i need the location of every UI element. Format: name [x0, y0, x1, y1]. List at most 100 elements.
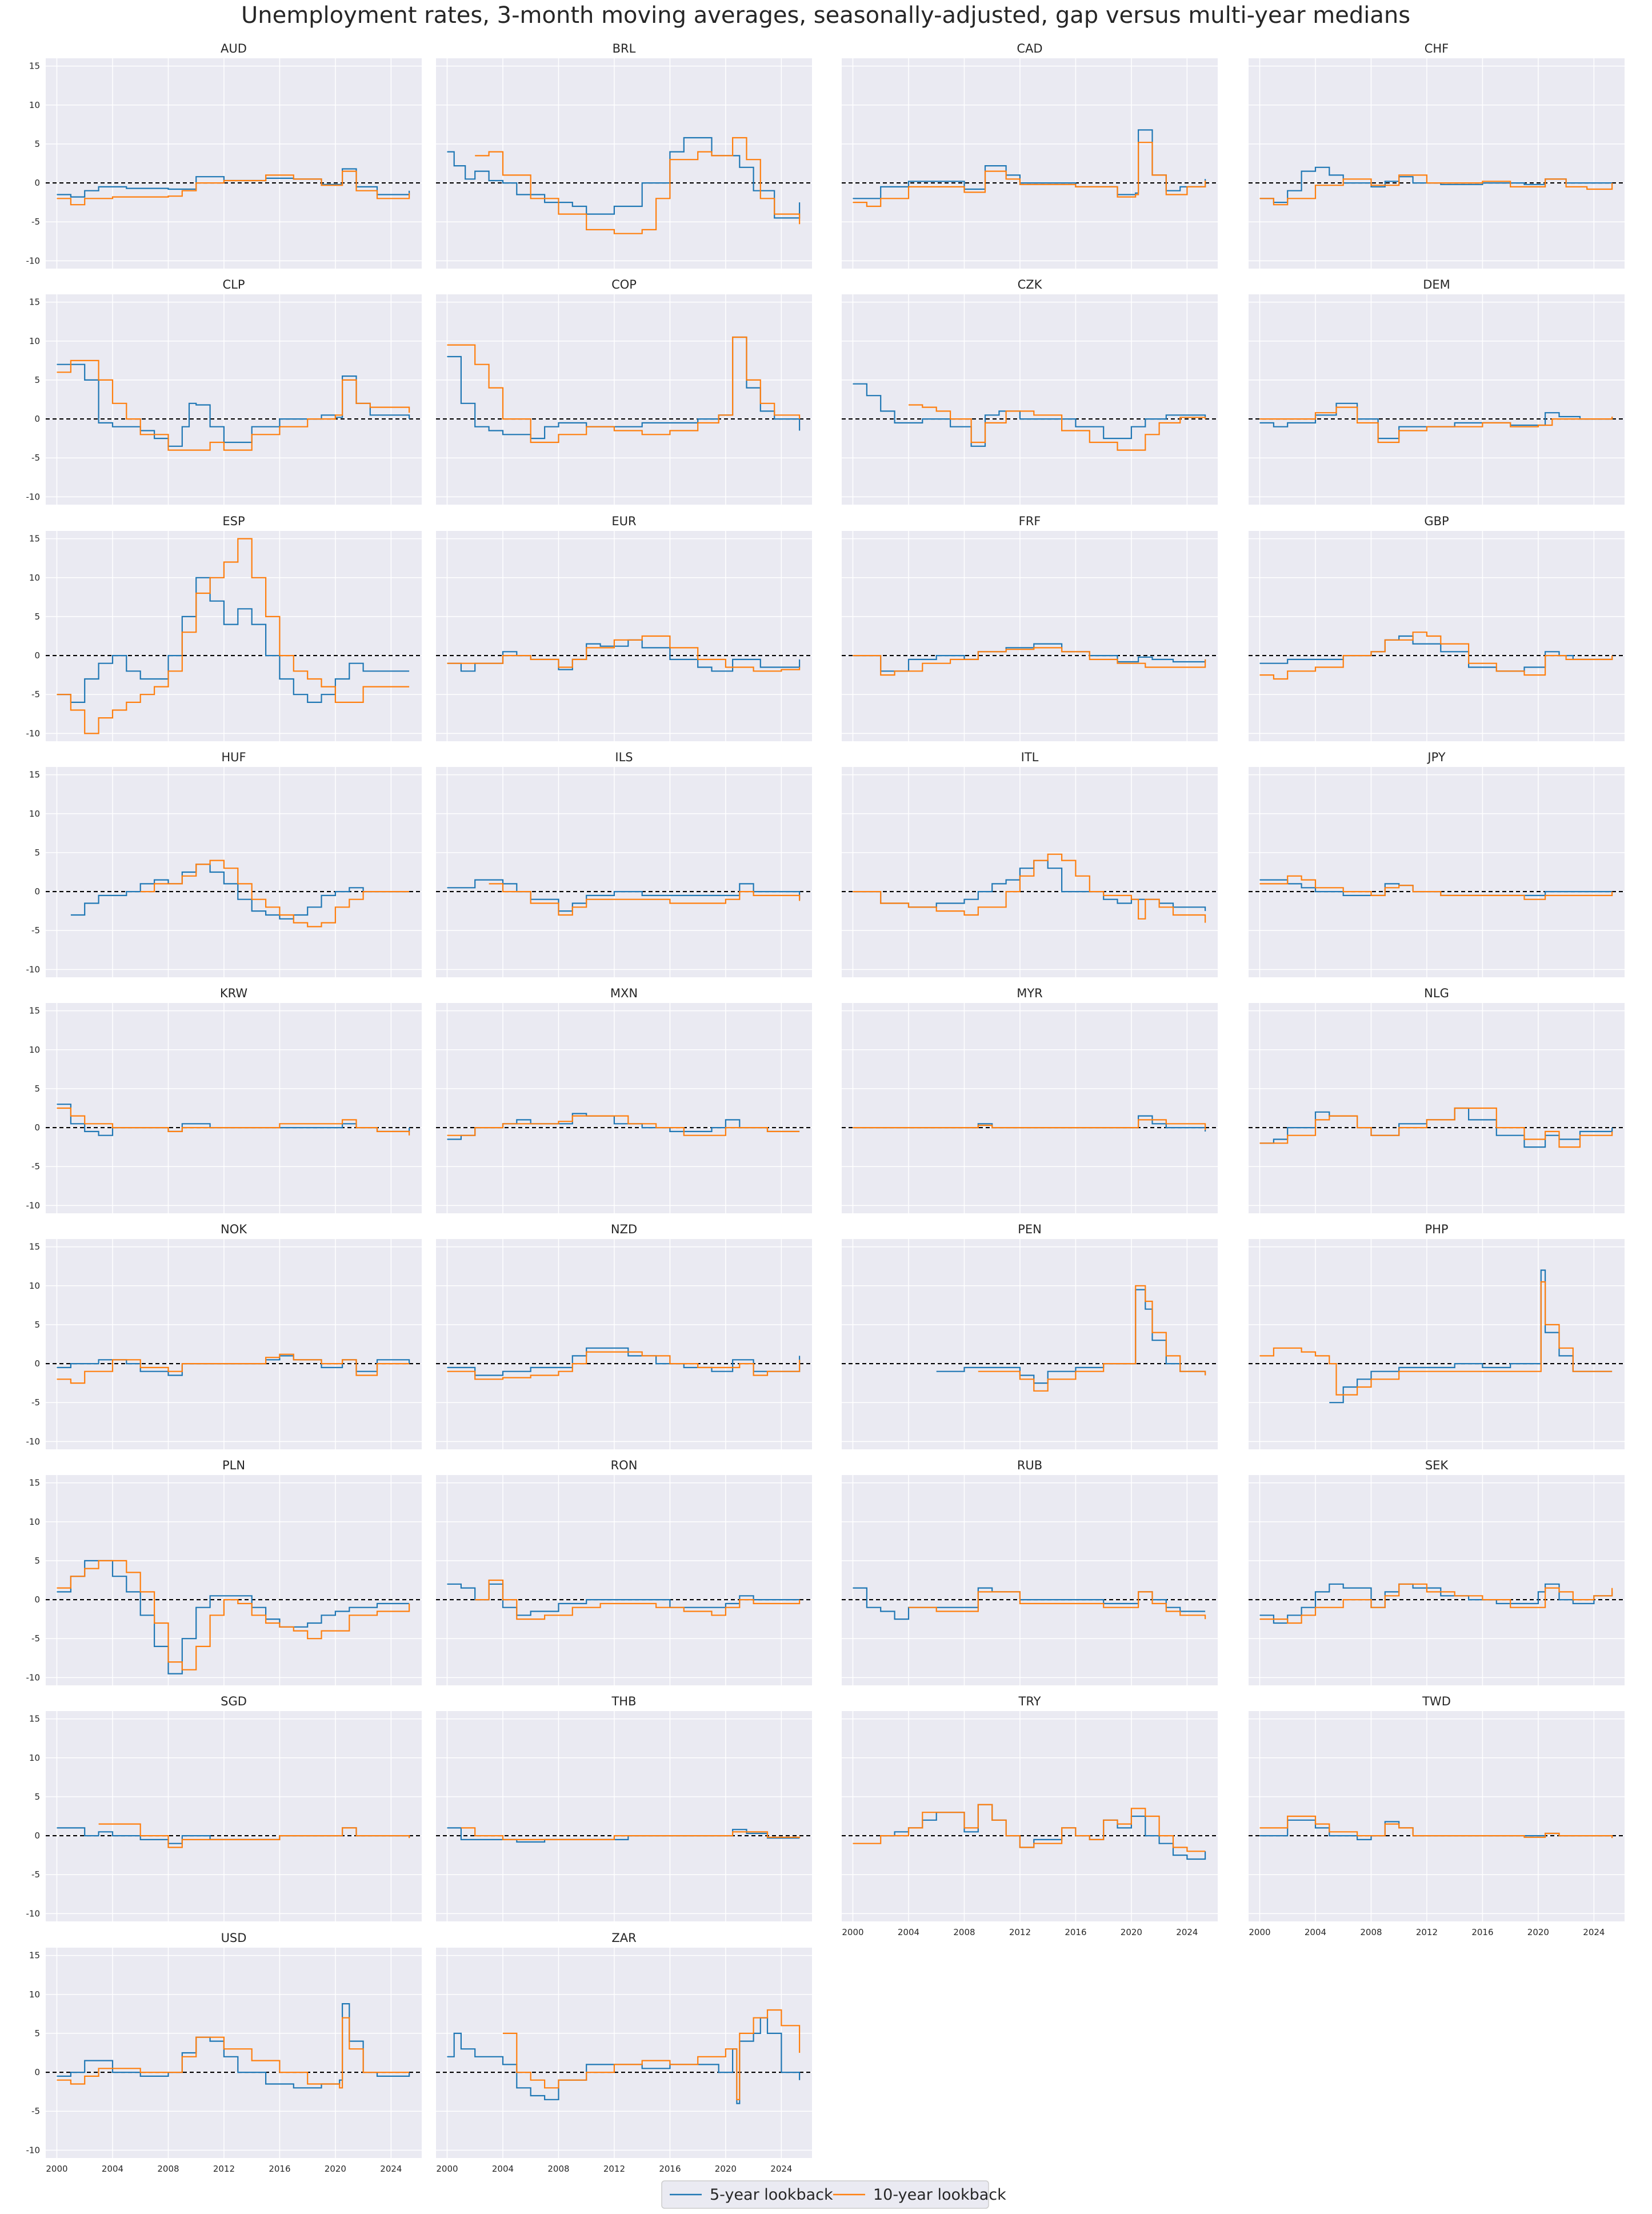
panel-title: THB — [611, 1695, 636, 1708]
x-tick-label: 2024 — [1583, 1927, 1605, 1937]
y-tick-label: -5 — [31, 1633, 40, 1644]
panel-title: KRW — [220, 986, 248, 1000]
x-tick-label: 2012 — [1009, 1927, 1031, 1937]
panel-title: USD — [221, 1931, 247, 1945]
y-tick-label: -5 — [31, 1869, 40, 1880]
panel-background — [1249, 294, 1625, 505]
x-tick-label: 2020 — [1121, 1927, 1142, 1937]
y-tick-label: 15 — [29, 297, 40, 307]
panel-background — [46, 1239, 422, 1449]
panel-title: RON — [611, 1458, 638, 1472]
panel-pen: PEN — [842, 1222, 1218, 1449]
y-tick-label: -10 — [26, 728, 41, 738]
x-tick-label: 2000 — [436, 2164, 458, 2174]
series-line-10y — [1259, 632, 1613, 680]
panel-title: ESP — [222, 514, 245, 528]
series-line-10y — [447, 635, 801, 672]
legend: 5-year lookback 10-year lookback — [661, 2180, 1006, 2209]
series-line-10y — [140, 860, 410, 928]
panel-nlg: NLG — [1249, 986, 1625, 1213]
panel-try: TRY 2000 2004 2008 2012 2016 2020 2024 — [842, 1695, 1218, 1937]
y-tick-label: -10 — [26, 491, 41, 502]
panel-background — [436, 531, 812, 741]
series-line-5y — [447, 639, 801, 672]
y-tick-label: 15 — [29, 1242, 40, 1252]
panels-container: AUD -10 -5 0 5 10 15 BRL CAD CHF CLP -10 -5 0 5 10 15 COP… — [26, 42, 1625, 2174]
y-tick-label: 15 — [29, 1006, 40, 1016]
panel-huf: HUF -10 -5 0 5 10 15 — [26, 750, 422, 977]
x-tick-label: 2004 — [492, 2164, 514, 2174]
panel-aud: AUD -10 -5 0 5 10 15 — [26, 42, 422, 269]
panel-title: NLG — [1424, 986, 1449, 1000]
panel-sek: SEK — [1249, 1458, 1625, 1685]
y-tick-label: 15 — [29, 1951, 40, 1961]
panel-background — [436, 58, 812, 269]
panel-title: CLP — [222, 278, 245, 291]
x-tick-label: 2008 — [157, 2164, 179, 2174]
series-line-10y — [1259, 1815, 1613, 1839]
series-line-10y — [57, 1353, 410, 1384]
panel-title: EUR — [611, 514, 636, 528]
y-tick-label: 5 — [34, 848, 40, 858]
panel-eur: EUR — [436, 514, 812, 741]
panel-cop: COP — [436, 278, 812, 505]
y-tick-label: 10 — [29, 1045, 40, 1055]
series-line-10y — [475, 137, 801, 234]
x-tick-label: 2024 — [770, 2164, 792, 2174]
y-tick-label: 15 — [29, 1714, 40, 1724]
x-tick-label: 2020 — [325, 2164, 346, 2174]
panel-background — [46, 1711, 422, 1921]
series-line-10y — [853, 1804, 1206, 1852]
y-tick-label: -5 — [31, 2106, 40, 2116]
panel-zar: ZAR 2000 2004 2008 2012 2016 2020 2024 — [436, 1931, 812, 2174]
panel-background — [842, 1003, 1218, 1213]
series-line-10y — [853, 142, 1206, 207]
panel-title: RUB — [1017, 1458, 1042, 1472]
panel-mxn: MXN — [436, 986, 812, 1213]
y-tick-label: -5 — [31, 925, 40, 936]
series-line-5y — [881, 1804, 1206, 1860]
panel-cad: CAD — [842, 42, 1218, 269]
panel-title: ITL — [1021, 750, 1039, 764]
series-line-10y — [57, 170, 410, 206]
panel-background — [842, 1239, 1218, 1449]
panel-twd: TWD 2000 2004 2008 2012 2016 2020 2024 — [1249, 1695, 1625, 1937]
y-tick-label: 10 — [29, 1281, 40, 1291]
y-tick-label: 15 — [29, 770, 40, 780]
panel-background — [436, 294, 812, 505]
panel-pln: PLN -10 -5 0 5 10 15 — [26, 1458, 422, 1685]
y-tick-label: -10 — [26, 2145, 41, 2155]
series-line-10y — [461, 1827, 801, 1840]
panel-nok: NOK -10 -5 0 5 10 15 — [26, 1222, 422, 1449]
series-line-10y — [447, 1351, 801, 1380]
x-tick-label: 2000 — [1249, 1927, 1270, 1937]
panel-background — [436, 1948, 812, 2158]
panel-title: NZD — [611, 1222, 637, 1236]
y-tick-label: 5 — [34, 1556, 40, 1566]
panel-title: COP — [611, 278, 637, 291]
panel-krw: KRW -10 -5 0 5 10 15 — [26, 986, 422, 1213]
series-line-10y — [57, 359, 410, 451]
y-tick-label: 5 — [34, 375, 40, 385]
panel-title: HUF — [221, 750, 246, 764]
panel-title: ZAR — [611, 1931, 636, 1945]
x-tick-label: 2016 — [659, 2164, 681, 2174]
series-line-10y — [853, 1119, 1206, 1130]
y-tick-label: -5 — [31, 217, 40, 227]
panel-background — [436, 767, 812, 977]
y-tick-label: 5 — [34, 612, 40, 622]
panel-title: GBP — [1424, 514, 1449, 528]
panel-background — [46, 1003, 422, 1213]
series-line-10y — [1259, 1281, 1613, 1396]
y-tick-label: 0 — [34, 650, 40, 661]
x-tick-label: 2012 — [1416, 1927, 1438, 1937]
series-line-10y — [447, 336, 801, 443]
x-tick-label: 2024 — [380, 2164, 402, 2174]
figure-title: Unemployment rates, 3-month moving avera… — [241, 2, 1410, 29]
x-tick-label: 2004 — [898, 1927, 919, 1937]
y-tick-label: 15 — [29, 534, 40, 544]
series-line-10y — [978, 1285, 1206, 1392]
panel-background — [46, 1948, 422, 2158]
series-line-10y — [57, 1107, 410, 1136]
x-tick-label: 2008 — [953, 1927, 975, 1937]
